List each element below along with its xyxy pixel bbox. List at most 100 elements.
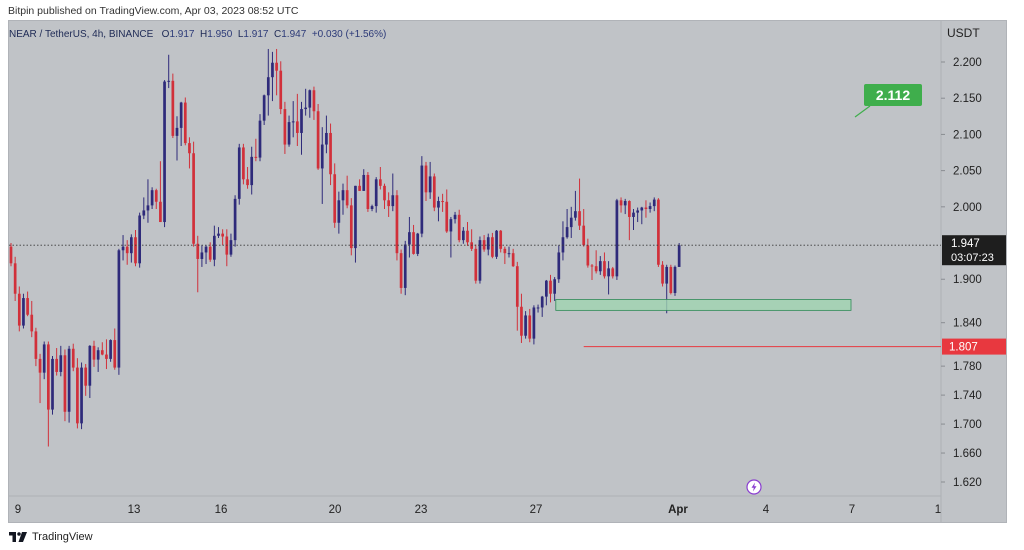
candle-body: [71, 348, 75, 368]
candle-body: [26, 298, 29, 315]
chart-panel[interactable]: 2.112 USDT 2.200 2.150 2.100 2.050 2.000 1.90…: [8, 20, 1007, 523]
candle-body: [412, 232, 415, 254]
price-tick-label: 2.150: [953, 93, 982, 105]
candle-body: [553, 279, 556, 294]
candle-body: [154, 190, 158, 202]
lightning-icon[interactable]: [746, 479, 762, 495]
candle-body: [233, 198, 237, 241]
candle-body: [619, 200, 623, 206]
candle-body: [590, 265, 594, 267]
candle-body: [408, 232, 411, 245]
candle-body: [536, 307, 540, 309]
time-tick-label: 4: [763, 504, 770, 516]
candle-body: [395, 195, 399, 254]
candle-body: [594, 266, 598, 272]
close-label: C: [274, 29, 282, 40]
price-tick-label: 2.100: [953, 129, 982, 141]
candle-body: [565, 227, 569, 238]
candle-body: [424, 165, 428, 193]
candle-body: [84, 367, 88, 386]
footer-brand-text: TradingView: [32, 531, 93, 543]
candlestick-chart[interactable]: 2.112 USDT 2.200 2.150 2.100 2.050 2.000 1.90…: [9, 21, 1006, 522]
candle-body: [76, 367, 79, 424]
candle-body: [204, 246, 208, 253]
target-label-text: 2.112: [876, 87, 910, 103]
candle-countdown-text: 03:07:23: [951, 252, 994, 264]
price-tick-label: 1.840: [953, 318, 982, 330]
price-axis-unit: USDT: [947, 26, 980, 40]
candle-body: [167, 80, 171, 82]
candle-body: [34, 331, 38, 359]
candle-body: [254, 156, 258, 158]
candle-body: [574, 211, 577, 218]
candle-body: [196, 243, 200, 259]
price-axis[interactable]: 2.200 2.150 2.100 2.050 2.000 1.900 1.840 1.780…: [941, 57, 982, 489]
candle-body: [345, 190, 349, 206]
candle-body: [453, 214, 457, 220]
candle-body: [524, 315, 527, 336]
candle-body: [569, 217, 573, 228]
candle-body: [329, 132, 332, 175]
candle-body: [55, 358, 58, 372]
open-value: 1.917: [169, 29, 195, 40]
candle-body: [316, 111, 320, 169]
candle-body: [171, 80, 175, 136]
candle-body: [644, 207, 648, 209]
candle-body: [229, 240, 233, 255]
high-value: 1.950: [207, 29, 233, 40]
stop-price-tag-text: 1.807: [949, 342, 978, 354]
candle-body: [138, 215, 141, 264]
time-tick-label: 16: [215, 504, 228, 516]
candle-body: [652, 199, 656, 207]
price-tick-label: 1.700: [953, 419, 982, 431]
candle-body: [457, 214, 461, 241]
price-tick-label: 1.740: [953, 390, 982, 402]
candle-body: [341, 190, 345, 201]
candle-body: [482, 240, 486, 250]
candle-body: [665, 266, 669, 284]
candle-body: [125, 246, 129, 254]
candle-body: [30, 314, 34, 332]
price-tick-label: 2.200: [953, 57, 982, 69]
candle-body: [495, 230, 498, 257]
candle-body: [657, 199, 660, 265]
candle-body: [258, 120, 262, 158]
candle-body: [661, 264, 664, 284]
symbol-legend[interactable]: NEAR / TetherUS, 4h, BINANCE O1.917 H1.9…: [9, 29, 386, 40]
candle-body: [428, 176, 432, 193]
candle-body: [163, 81, 166, 223]
target-label-box: [864, 84, 922, 106]
candle-body: [188, 143, 191, 154]
plot-background: [9, 21, 1006, 522]
candle-body: [283, 109, 287, 145]
target-label[interactable]: 2.112: [864, 84, 922, 106]
candle-body: [179, 102, 183, 128]
time-tick-label: 1: [935, 504, 941, 516]
candle-body: [13, 263, 17, 294]
stop-price-tag: 1.807: [942, 338, 1006, 355]
candle-body: [358, 185, 361, 191]
low-value: 1.917: [243, 29, 269, 40]
candle-body: [121, 246, 125, 251]
candle-body: [549, 280, 552, 294]
candle-body: [175, 127, 179, 136]
high-label: H: [200, 29, 208, 40]
candle-body: [391, 195, 395, 207]
candle-body: [42, 344, 46, 373]
time-axis[interactable]: 9 13 16 20 23 27 Apr 4 7 1: [15, 504, 941, 516]
candle-body: [466, 230, 469, 243]
footer-brand[interactable]: TradingView: [9, 530, 93, 544]
candle-body: [117, 250, 121, 368]
candle-body: [213, 235, 216, 260]
current-price-text: 1.947: [951, 238, 980, 250]
candle-body: [192, 153, 195, 244]
candle-body: [38, 358, 42, 373]
demand-zone[interactable]: [555, 299, 852, 311]
candle-body: [96, 350, 100, 360]
candle-body: [271, 62, 274, 78]
low-label: L: [237, 29, 244, 40]
time-tick-label: 20: [329, 504, 342, 516]
candle-body: [462, 230, 465, 241]
candle-body: [432, 176, 436, 208]
candle-body: [100, 350, 104, 355]
